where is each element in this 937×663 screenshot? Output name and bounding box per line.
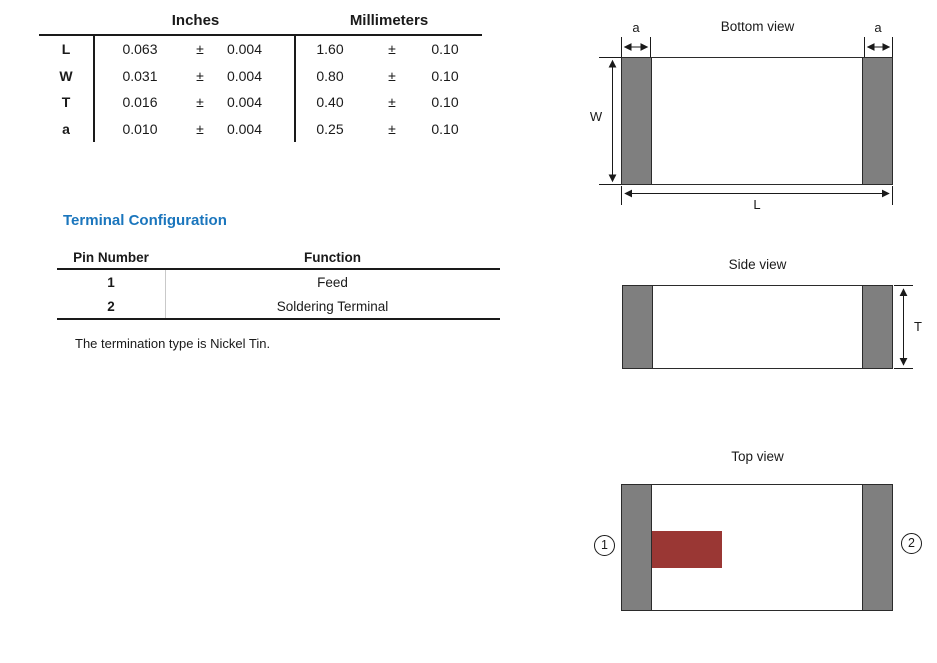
column-header-function: Function: [304, 249, 361, 265]
inch-tolerance: 0.004: [215, 36, 296, 63]
polarity-marker: [652, 531, 722, 568]
dim-label-a-left: a: [632, 20, 640, 35]
mm-tolerance: 0.10: [431, 41, 459, 58]
terminal-table-header: Pin Number Function: [57, 246, 500, 270]
pin-function: Feed: [317, 274, 348, 290]
terminal-pad-right: [862, 286, 892, 368]
inch-value: 0.063: [122, 41, 158, 58]
bottom-view-component-body: [621, 57, 893, 185]
row-label: W: [39, 62, 95, 89]
table-row: L 0.063 ± 0.004 1.60 ± 0.10: [39, 36, 482, 63]
inch-value: 0.016: [122, 94, 158, 111]
mm-tolerance: 0.10: [431, 67, 459, 84]
plus-minus: ±: [196, 120, 204, 137]
mm-tolerance: 0.10: [431, 94, 459, 111]
column-divider: [165, 270, 166, 318]
table-row: 2 Soldering Terminal: [57, 294, 500, 318]
row-label: L: [39, 36, 95, 63]
inch-tolerance: 0.004: [215, 115, 296, 142]
inch-tolerance: 0.004: [215, 62, 296, 89]
inch-value: 0.010: [122, 120, 158, 137]
pin-number: 2: [107, 298, 115, 314]
inch-value: 0.031: [122, 67, 158, 84]
unit-header-millimeters: Millimeters: [349, 11, 429, 29]
plus-minus: ±: [388, 41, 396, 58]
terminal-pad-right: [862, 485, 892, 610]
side-view-title: Side view: [728, 257, 787, 272]
plus-minus: ±: [196, 41, 204, 58]
dimensions-table-body: L 0.063 ± 0.004 1.60 ± 0.10 W 0.031 ± 0.…: [39, 34, 482, 142]
termination-note: The termination type is Nickel Tin.: [75, 336, 271, 351]
table-row: a 0.010 ± 0.004 0.25 ± 0.10: [39, 115, 482, 142]
terminal-pad-left: [622, 485, 652, 610]
dimensions-table: Inches Millimeters L 0.063 ± 0.004 1.60 …: [39, 6, 482, 142]
mm-value: 1.60: [316, 41, 344, 58]
terminal-pad-left: [623, 286, 653, 368]
pin-2-callout: 2: [901, 533, 922, 554]
dim-label-l: L: [753, 197, 761, 212]
dim-label-t: T: [914, 319, 922, 334]
inch-tolerance: 0.004: [215, 89, 296, 116]
table-row: 1 Feed: [57, 270, 500, 294]
plus-minus: ±: [388, 120, 396, 137]
terminal-pad-left: [622, 58, 652, 184]
terminal-pad-right: [862, 58, 892, 184]
plus-minus: ±: [388, 67, 396, 84]
dim-label-w: W: [589, 109, 603, 124]
section-title-terminal-configuration: Terminal Configuration: [63, 212, 227, 229]
side-view-component-body: [622, 285, 893, 369]
mm-tolerance: 0.10: [431, 120, 459, 137]
pin-number: 1: [107, 274, 115, 290]
pin-function: Soldering Terminal: [276, 298, 389, 314]
plus-minus: ±: [196, 94, 204, 111]
dimensions-table-header: Inches Millimeters: [39, 6, 482, 34]
unit-header-inches: Inches: [171, 11, 220, 29]
row-label: T: [39, 89, 95, 116]
mm-value: 0.80: [316, 67, 344, 84]
dim-label-a-right: a: [874, 20, 882, 35]
table-row: T 0.016 ± 0.004 0.40 ± 0.10: [39, 89, 482, 116]
pin-1-callout: 1: [594, 535, 615, 556]
table-row: W 0.031 ± 0.004 0.80 ± 0.10: [39, 62, 482, 89]
plus-minus: ±: [196, 67, 204, 84]
plus-minus: ±: [388, 94, 396, 111]
mm-value: 0.40: [316, 94, 344, 111]
mm-value: 0.25: [316, 120, 344, 137]
top-view-title: Top view: [731, 449, 784, 464]
terminal-configuration-table: Pin Number Function 1 Feed 2 Soldering T…: [57, 246, 500, 320]
column-header-pin-number: Pin Number: [73, 249, 149, 265]
row-label: a: [39, 115, 95, 142]
bottom-view-title: Bottom view: [720, 19, 795, 34]
